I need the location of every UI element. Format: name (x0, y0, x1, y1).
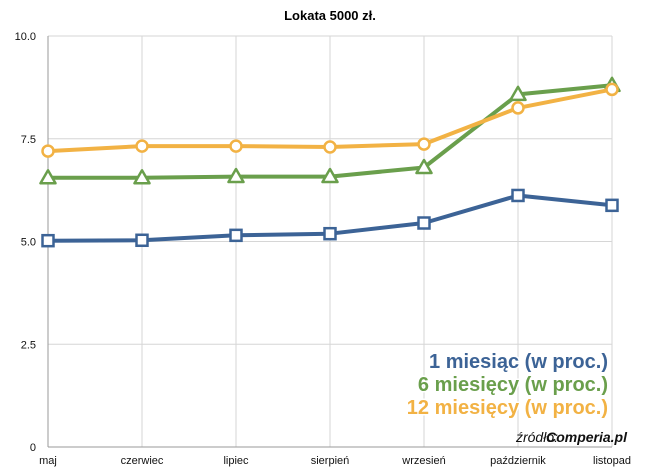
source-prefix: źródło: (515, 429, 558, 445)
y-tick-label: 2.5 (21, 339, 36, 351)
data-point-square (229, 228, 243, 243)
x-tick-label: lipiec (223, 455, 249, 467)
data-point-square (511, 188, 525, 203)
data-point-triangle (509, 85, 527, 102)
data-point-triangle (227, 167, 245, 184)
legend-entry: 1 miesiąc (w proc.) (429, 351, 608, 373)
data-point-circle (41, 144, 55, 158)
chart-source: źródło: Comperia.pl (515, 429, 628, 445)
x-tick-label: listopad (593, 455, 631, 467)
x-axis-ticks: maj czerwiec lipiec sierpień wrzesień paździe… (39, 455, 631, 467)
data-point-circle (229, 139, 243, 153)
data-point-square (323, 226, 337, 241)
x-tick-label: sierpień (311, 455, 350, 467)
legend-entry: 12 miesięcy (w proc.) (407, 397, 608, 419)
legend-entry: 6 miesięcy (w proc.) (418, 374, 608, 396)
data-point-square (135, 233, 149, 248)
data-point-triangle (321, 167, 339, 184)
data-point-square (417, 216, 431, 230)
data-point-triangle (415, 158, 433, 175)
x-tick-label: maj (39, 455, 57, 467)
series-2 (41, 82, 619, 158)
data-point-circle (323, 140, 337, 154)
y-tick-label: 5.0 (21, 237, 36, 249)
y-axis-ticks: 0 2.5 5.0 7.5 10.0 (15, 31, 36, 454)
data-point-circle (135, 139, 149, 153)
data-point-triangle (133, 169, 151, 185)
chart-title: Lokata 5000 zł. (284, 8, 376, 23)
data-point-circle (605, 82, 619, 97)
chart-legend: 1 miesiąc (w proc.)6 miesięcy (w proc.)1… (405, 350, 609, 421)
y-tick-label: 0 (30, 442, 36, 454)
y-tick-label: 7.5 (21, 134, 36, 146)
series-0 (41, 188, 619, 248)
x-tick-label: wrzesień (401, 455, 445, 467)
data-point-square (605, 198, 619, 213)
data-point-circle (417, 137, 431, 151)
x-tick-label: październik (490, 455, 546, 467)
chart-series (39, 76, 621, 248)
y-tick-label: 10.0 (15, 31, 36, 43)
x-tick-label: czerwiec (121, 455, 164, 467)
data-point-square (41, 233, 55, 248)
data-point-circle (511, 101, 525, 115)
data-point-triangle (39, 169, 57, 185)
source-brand: Comperia.pl (546, 429, 628, 445)
